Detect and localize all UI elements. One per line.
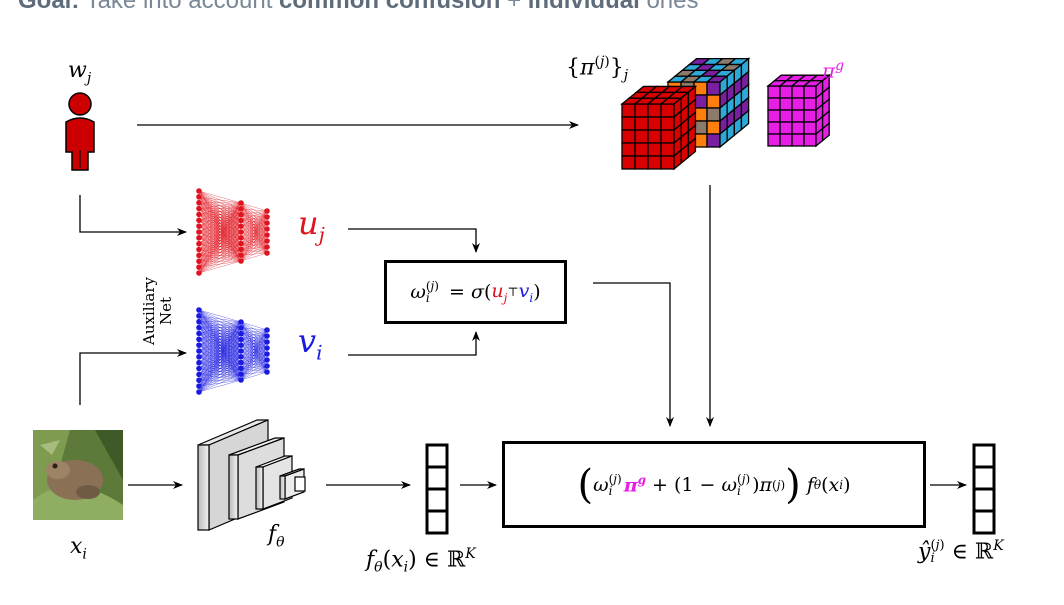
auxiliary-net-label: Auxiliary Net <box>140 271 175 351</box>
backbone-label: fθ <box>268 522 285 551</box>
arrow-image-to-net <box>79 349 187 405</box>
connectors <box>79 121 967 489</box>
header-text-c: individual <box>527 0 640 14</box>
arrow-weight-to-mixture <box>593 282 674 427</box>
header-text-a: Take into account <box>85 0 273 14</box>
auxiliary-net-label-line2: Net <box>157 296 175 326</box>
annotator-embedding-label: uj <box>298 204 325 247</box>
person-icon <box>65 92 95 171</box>
header-goal: Goal: <box>18 0 80 14</box>
annotator-label: wj <box>68 58 92 87</box>
feature-output-label: fθ(xi) ∈ ℝK <box>366 546 476 576</box>
output-vector-icon <box>972 443 996 535</box>
mixture-formula-box: ( ω (j) i πg + (1 − ω (j) i) π (j) ) f θ(x i) <box>502 441 926 528</box>
global-confusion-cube-icon <box>766 73 832 148</box>
arrow-u-to-weight <box>348 228 480 253</box>
global-confusion-label: πg <box>822 58 845 83</box>
arrow-v-to-weight <box>348 331 480 356</box>
header-sep: + <box>507 0 522 14</box>
cnn-stack-icon <box>197 419 306 531</box>
header-text-b: common confusion <box>279 0 501 14</box>
header-text-d: ones <box>646 0 699 14</box>
prediction-label: ŷ (j) i ∈ ℝK <box>918 538 1004 567</box>
input-label: xi <box>70 534 87 563</box>
neural-net-icon-blue <box>196 307 270 395</box>
frog-image <box>33 430 123 520</box>
feature-vector-icon <box>425 443 449 535</box>
confusion-set-label: {π(j)}j <box>566 54 629 84</box>
weight-formula-box: ω (j) i = σ(uj ⊤ vi) <box>384 260 567 324</box>
image-embedding-label: vi <box>298 322 323 365</box>
auxiliary-net-label-line1: Auxiliary <box>140 277 158 345</box>
confusion-cube-icon <box>620 57 751 171</box>
neural-net-icon-red <box>196 188 270 276</box>
arrow-annotator-to-net <box>79 195 187 236</box>
header-line: Goal: Take into account common confusion… <box>18 0 698 15</box>
